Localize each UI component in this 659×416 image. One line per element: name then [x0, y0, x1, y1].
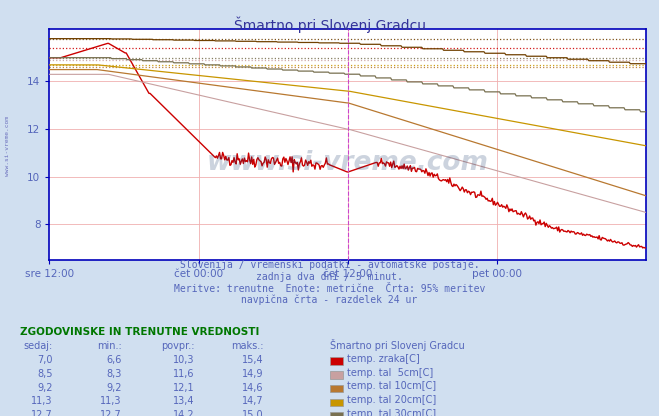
Text: 14,7: 14,7: [242, 396, 264, 406]
Text: zadnja dva dni / 5 minut.: zadnja dva dni / 5 minut.: [256, 272, 403, 282]
Text: 6,6: 6,6: [107, 355, 122, 365]
Text: 15,0: 15,0: [242, 410, 264, 416]
Text: min.:: min.:: [97, 342, 122, 352]
Text: temp. tal 20cm[C]: temp. tal 20cm[C]: [347, 395, 436, 405]
Text: 8,5: 8,5: [37, 369, 53, 379]
Text: Šmartno pri Slovenj Gradcu: Šmartno pri Slovenj Gradcu: [233, 17, 426, 33]
Text: ZGODOVINSKE IN TRENUTNE VREDNOSTI: ZGODOVINSKE IN TRENUTNE VREDNOSTI: [20, 327, 259, 337]
Text: temp. tal  5cm[C]: temp. tal 5cm[C]: [347, 368, 433, 378]
Text: 11,6: 11,6: [173, 369, 194, 379]
Text: maks.:: maks.:: [231, 342, 264, 352]
Text: 9,2: 9,2: [37, 383, 53, 393]
Text: Šmartno pri Slovenj Gradcu: Šmartno pri Slovenj Gradcu: [330, 339, 464, 352]
Text: Meritve: trenutne  Enote: metrične  Črta: 95% meritev: Meritve: trenutne Enote: metrične Črta: …: [174, 284, 485, 294]
Text: www.si-vreme.com: www.si-vreme.com: [207, 150, 488, 176]
Text: 8,3: 8,3: [107, 369, 122, 379]
Text: povpr.:: povpr.:: [161, 342, 194, 352]
Text: Slovenija / vremenski podatki - avtomatske postaje.: Slovenija / vremenski podatki - avtomats…: [180, 260, 479, 270]
Text: temp. zraka[C]: temp. zraka[C]: [347, 354, 419, 364]
Text: temp. tal 30cm[C]: temp. tal 30cm[C]: [347, 409, 436, 416]
Text: 14,2: 14,2: [173, 410, 194, 416]
Text: temp. tal 10cm[C]: temp. tal 10cm[C]: [347, 381, 436, 391]
Text: 7,0: 7,0: [37, 355, 53, 365]
Text: 12,7: 12,7: [31, 410, 53, 416]
Text: 13,4: 13,4: [173, 396, 194, 406]
Text: 14,9: 14,9: [242, 369, 264, 379]
Text: 10,3: 10,3: [173, 355, 194, 365]
Text: 12,7: 12,7: [100, 410, 122, 416]
Text: 11,3: 11,3: [31, 396, 53, 406]
Text: 9,2: 9,2: [106, 383, 122, 393]
Text: 15,4: 15,4: [242, 355, 264, 365]
Text: navpična črta - razdelek 24 ur: navpična črta - razdelek 24 ur: [241, 295, 418, 305]
Text: www.si-vreme.com: www.si-vreme.com: [5, 116, 11, 176]
Text: 14,6: 14,6: [242, 383, 264, 393]
Text: 12,1: 12,1: [173, 383, 194, 393]
Text: 11,3: 11,3: [100, 396, 122, 406]
Text: sedaj:: sedaj:: [24, 342, 53, 352]
